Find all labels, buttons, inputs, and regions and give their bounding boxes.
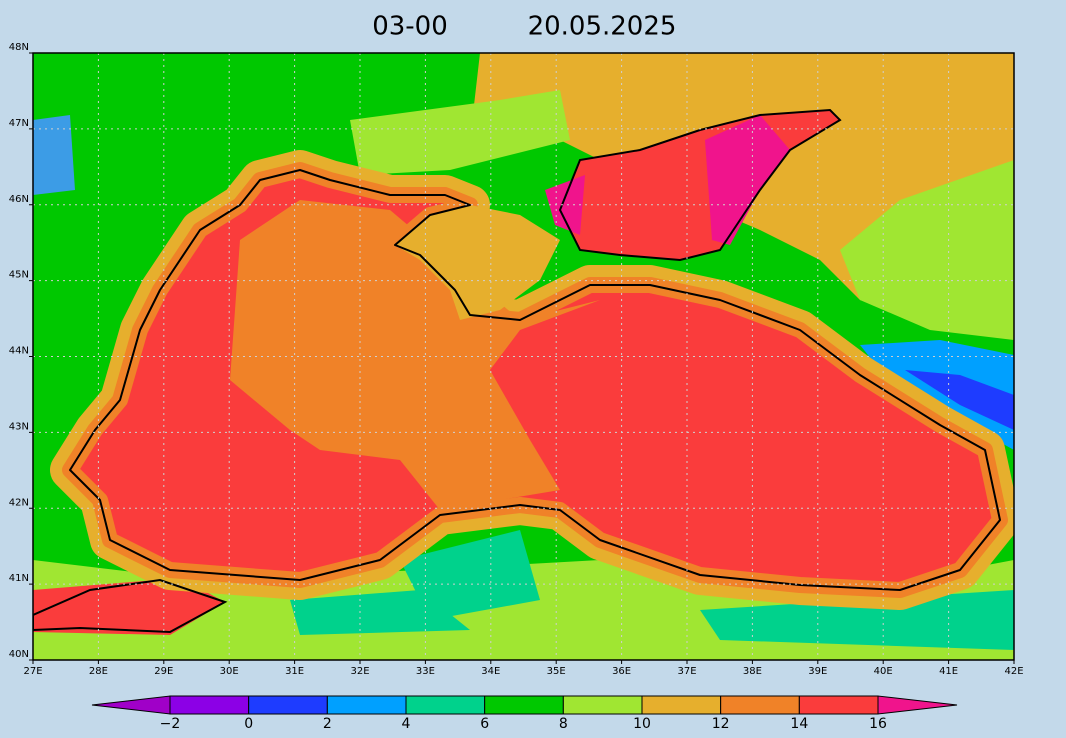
crimea [395,205,560,320]
lon-label: 39E [808,666,827,677]
colorbar-box [484,695,564,715]
field-south-teal [400,530,540,620]
colorbar-label: 2 [323,716,332,732]
colorbar-label: 6 [480,716,489,732]
title-time: 03-00 [372,12,448,42]
colorbar-box [248,695,328,715]
lon-label: 40E [874,666,893,677]
colorbar-box [720,695,800,715]
coastline [558,108,842,262]
lat-label: 47N [9,118,29,129]
lat-label: 46N [9,194,29,205]
azov-hot [705,115,790,245]
lat-label: 44N [9,346,29,357]
lat-label: 45N [9,270,29,281]
lat-label: 40N [9,649,29,660]
field-north-shelf [350,90,570,175]
field-marmara [33,578,225,635]
lon-label: 33E [416,666,435,677]
lon-label: 36E [612,666,631,677]
lat-label: 48N [9,42,29,53]
lon-label: 32E [350,666,369,677]
lon-label: 27E [23,666,42,677]
lat-label: 41N [9,573,29,584]
map-field [33,53,1014,660]
coastline [69,169,1001,591]
lon-label: 31E [285,666,304,677]
axes: 48N 47N 46N 45N 44N 43N 42N 41N 40N 27E 28E 29E 30E 3… [9,42,1024,677]
lon-label: 35E [547,666,566,677]
colorbar-label: 14 [790,716,808,732]
lat-label: 43N [9,421,29,432]
field-cool [33,115,75,195]
title-date: 20.05.2025 [528,12,677,42]
colorbar-label: 16 [869,716,887,732]
colorbar-label: 4 [402,716,411,732]
lon-label: 30E [220,666,239,677]
lon-label: 34E [481,666,500,677]
lon-label: 41E [939,666,958,677]
azov-hot [545,175,585,235]
lat-label: 42N [9,497,29,508]
lon-label: 29E [154,666,173,677]
colorbar-label: −2 [160,716,181,732]
colorbar-label: 0 [244,716,253,732]
colorbar-box [405,695,486,715]
colorbar-label: 8 [559,716,568,732]
field-south-teal [700,590,1014,650]
coastline [33,578,228,634]
lon-label: 38E [743,666,762,677]
colorbar-box [326,695,407,715]
colorbar-label: 12 [712,716,730,732]
lon-label: 37E [677,666,696,677]
lon-label: 42E [1004,666,1023,677]
field-deep-blue [905,370,1014,430]
colorbar-box [169,695,250,715]
colorbar-label: 10 [633,716,651,732]
grid [33,53,1014,660]
colorbar-box [641,695,722,715]
colorbar-box [562,695,643,715]
colorbar: −2 0 2 4 6 8 10 12 14 16 [91,695,958,732]
lon-label: 28E [89,666,108,677]
colorbar-box [798,695,879,715]
